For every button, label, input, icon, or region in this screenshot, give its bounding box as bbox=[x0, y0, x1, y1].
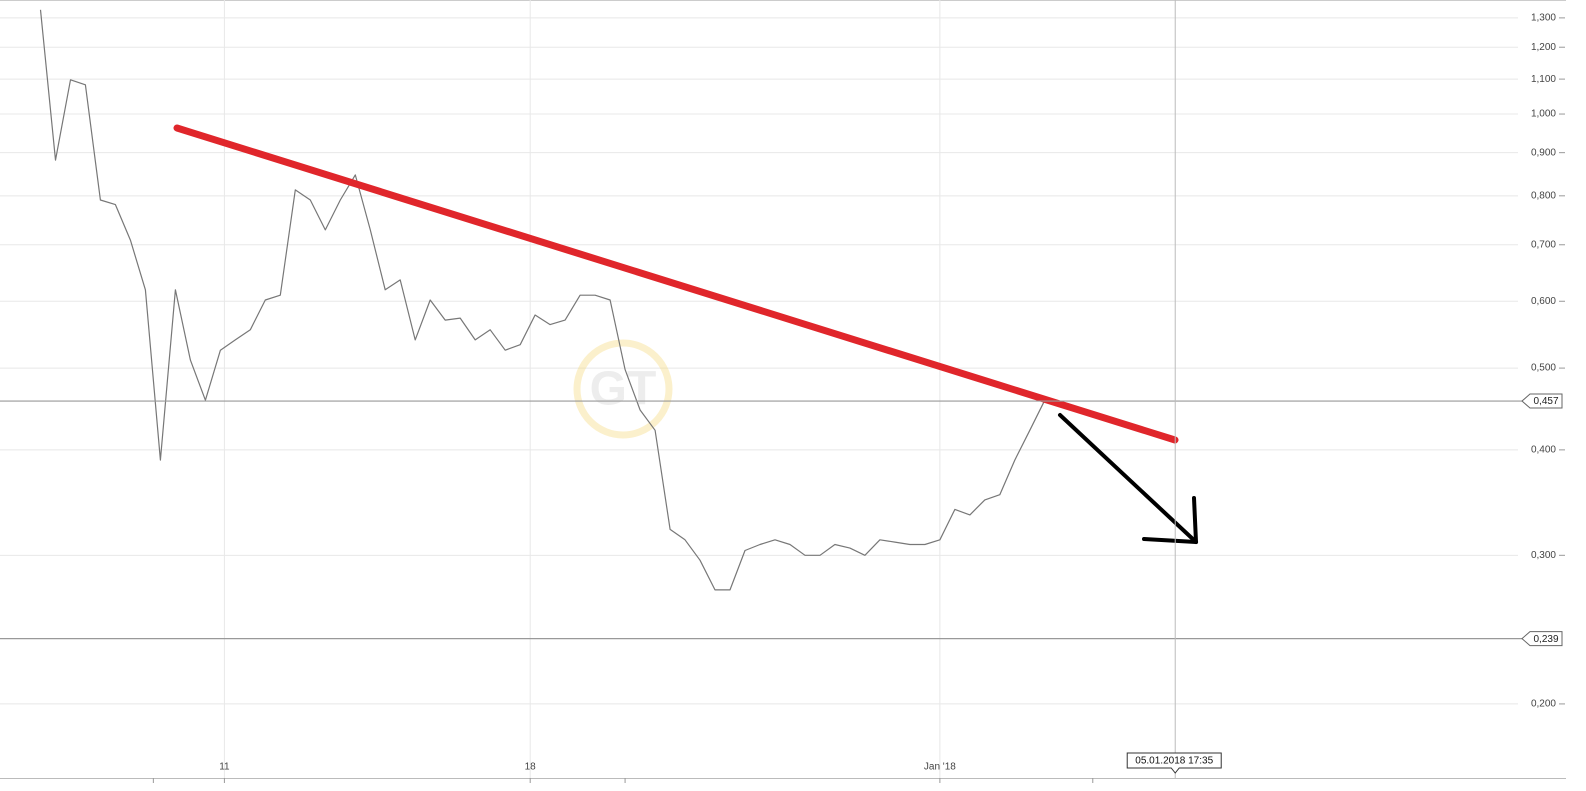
y-tick-label: 0,600 bbox=[1531, 296, 1556, 307]
y-tick-label: 0,500 bbox=[1531, 363, 1556, 374]
price-level-tag bbox=[1521, 393, 1563, 409]
y-tick-label: 1,200 bbox=[1531, 42, 1556, 53]
x-tick-label: Jan '18 bbox=[924, 762, 956, 773]
y-tick-label: 0,300 bbox=[1531, 550, 1556, 561]
price-line bbox=[39, 9, 1046, 591]
price-level-label: 0,457 bbox=[1533, 396, 1558, 407]
y-tick-label: 1,000 bbox=[1531, 109, 1556, 120]
crosshair-tag bbox=[1126, 752, 1222, 774]
y-tick-label: 1,100 bbox=[1531, 74, 1556, 85]
y-tick-label: 0,900 bbox=[1531, 147, 1556, 158]
data-layer bbox=[39, 9, 1046, 591]
y-tick-label: 0,200 bbox=[1531, 699, 1556, 710]
overlay-layer: 0,457 0,239 05.01.2018 17:35 bbox=[0, 0, 1563, 778]
arrow-drawing bbox=[1058, 413, 1198, 544]
crosshair-label: 05.01.2018 17:35 bbox=[1135, 756, 1213, 767]
trend-line bbox=[173, 124, 1179, 444]
grid-layer: 0,200 0,300 0,400 0,500 0,600 0,700 0,800 0,900… bbox=[0, 0, 1566, 783]
svg-text:GT: GT bbox=[590, 363, 657, 416]
x-tick-label: 18 bbox=[525, 762, 537, 773]
y-tick-label: 0,800 bbox=[1531, 190, 1556, 201]
y-tick-label: 1,300 bbox=[1531, 13, 1556, 24]
y-tick-label: 0,700 bbox=[1531, 239, 1556, 250]
watermark: GT bbox=[573, 339, 673, 439]
price-level-label: 0,239 bbox=[1533, 634, 1558, 645]
x-tick-label: 11 bbox=[219, 762, 230, 773]
price-level-tag bbox=[1521, 631, 1563, 647]
y-tick-label: 0,400 bbox=[1531, 445, 1556, 456]
